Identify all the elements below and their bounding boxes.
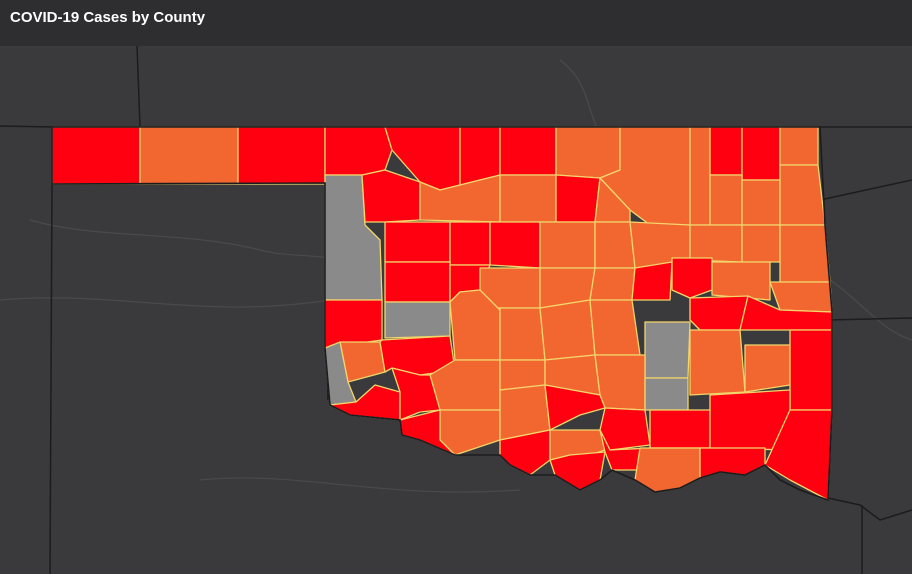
county[interactable] xyxy=(449,221,491,266)
county[interactable] xyxy=(644,377,689,411)
county[interactable] xyxy=(384,301,451,339)
county[interactable] xyxy=(499,174,557,223)
river-line xyxy=(829,279,912,341)
map-area[interactable] xyxy=(0,46,912,574)
county[interactable] xyxy=(489,221,541,269)
county[interactable] xyxy=(499,307,546,361)
state-border xyxy=(827,317,912,321)
county[interactable] xyxy=(555,126,621,179)
county[interactable] xyxy=(384,221,451,263)
river-line xyxy=(0,297,331,308)
county[interactable] xyxy=(139,126,239,185)
county[interactable] xyxy=(555,174,601,223)
county[interactable] xyxy=(594,221,636,269)
county[interactable] xyxy=(599,407,651,451)
county[interactable] xyxy=(539,221,596,269)
state-border xyxy=(136,46,141,128)
county[interactable] xyxy=(744,344,791,393)
county[interactable] xyxy=(324,126,393,176)
map-header: COVID-19 Cases by County xyxy=(0,0,912,46)
county-choropleth-map[interactable] xyxy=(0,46,912,574)
state-outline xyxy=(51,126,833,502)
county[interactable] xyxy=(709,174,743,226)
county[interactable] xyxy=(324,299,383,349)
county[interactable] xyxy=(741,224,781,263)
state-border xyxy=(819,179,912,201)
county[interactable] xyxy=(589,299,641,356)
map-title: COVID-19 Cases by County xyxy=(10,9,206,26)
county[interactable] xyxy=(789,329,833,411)
county[interactable] xyxy=(741,126,781,181)
county[interactable] xyxy=(544,384,606,431)
county[interactable] xyxy=(689,126,711,226)
county[interactable] xyxy=(51,126,141,185)
county[interactable] xyxy=(709,126,743,176)
county[interactable] xyxy=(741,179,781,226)
county[interactable] xyxy=(539,299,596,361)
county[interactable] xyxy=(689,224,743,263)
county[interactable] xyxy=(769,281,833,313)
county[interactable] xyxy=(237,126,326,185)
county[interactable] xyxy=(779,164,826,226)
county[interactable] xyxy=(689,329,746,396)
county[interactable] xyxy=(649,409,711,449)
county[interactable] xyxy=(391,367,441,421)
river-line xyxy=(199,477,521,493)
county[interactable] xyxy=(589,267,636,301)
county[interactable] xyxy=(644,321,691,379)
county[interactable] xyxy=(499,126,557,176)
county[interactable] xyxy=(384,261,451,303)
county[interactable] xyxy=(689,295,749,331)
county[interactable] xyxy=(711,261,771,301)
state-border xyxy=(827,497,912,521)
county[interactable] xyxy=(631,261,673,301)
county[interactable] xyxy=(764,409,833,501)
county[interactable] xyxy=(779,224,831,283)
county[interactable] xyxy=(671,257,713,299)
county[interactable] xyxy=(779,126,819,166)
